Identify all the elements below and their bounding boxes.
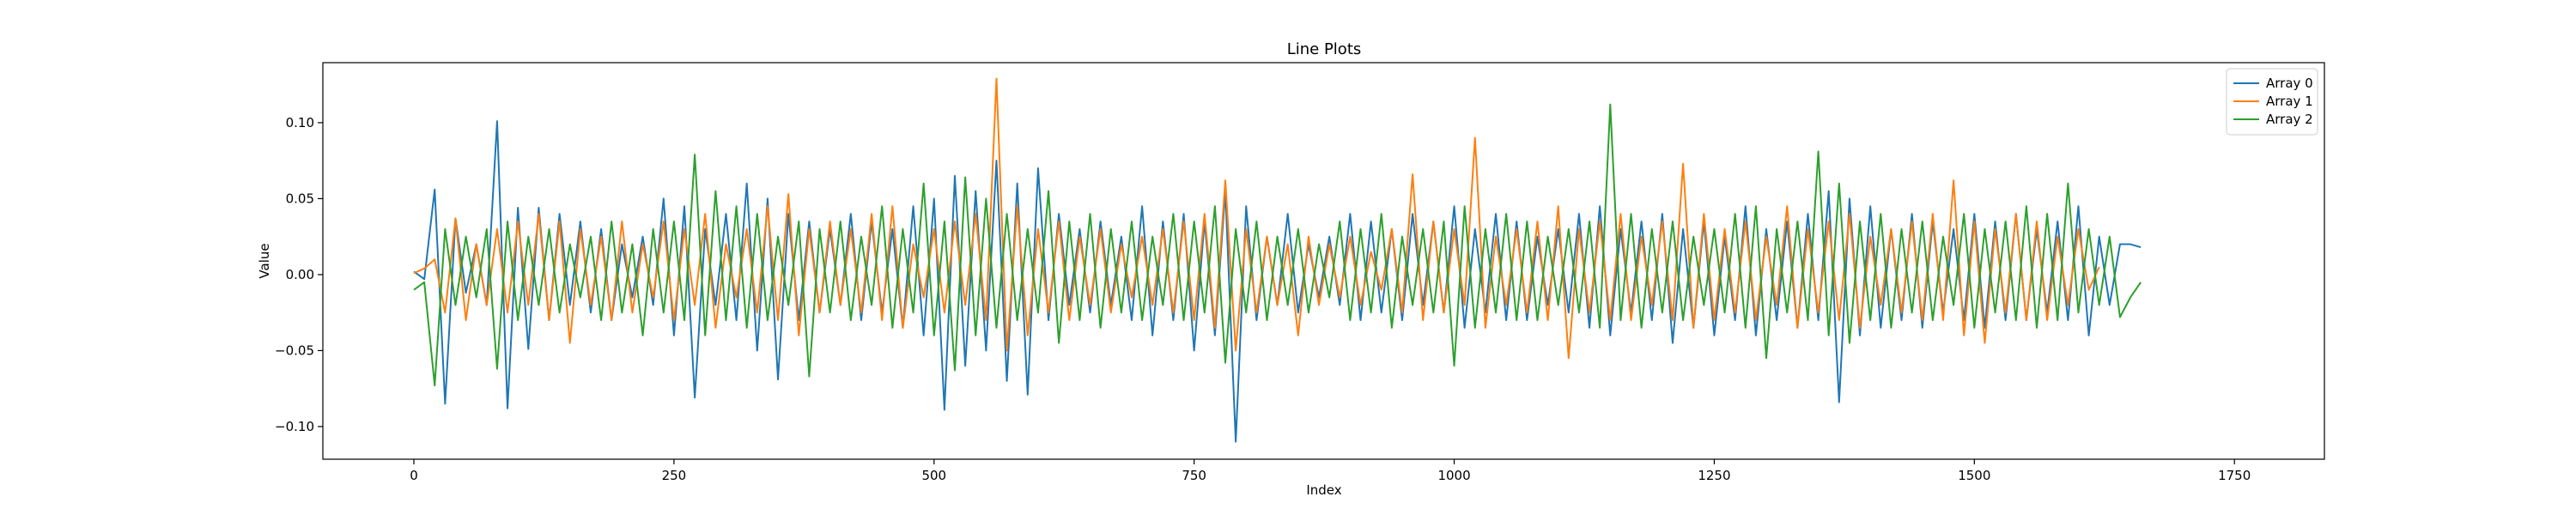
legend-label: Array 2: [2266, 112, 2313, 127]
x-tick-label: 1250: [1698, 468, 1730, 483]
y-axis: −0.10 −0.05 0.00 0.05 0.10: [275, 115, 323, 434]
y-tick-label: 0.10: [286, 115, 314, 130]
x-tick-label: 250: [662, 468, 687, 483]
x-tick-label: 500: [921, 468, 946, 483]
legend-box: [2226, 68, 2318, 136]
legend: Array 0 Array 1 Array 2: [2226, 68, 2318, 136]
x-axis-title: Index: [1306, 482, 1341, 498]
y-tick-label: 0.00: [286, 267, 314, 282]
legend-label: Array 0: [2266, 76, 2313, 91]
y-tick-label: 0.05: [286, 191, 314, 206]
series-line-array-2: [413, 103, 2142, 387]
series-line-array-1: [413, 77, 2100, 360]
plot-frame: [322, 62, 2325, 460]
y-axis-title: Value: [257, 243, 272, 278]
x-tick-label: 0: [410, 468, 418, 483]
chart-title: Line Plots: [1287, 40, 1362, 58]
y-tick-label: −0.05: [275, 342, 314, 358]
y-tick-label: −0.10: [275, 419, 314, 434]
x-tick-label: 1000: [1437, 468, 1470, 483]
x-axis: 0 250 500 750 1000 1250 1500 1750: [410, 459, 2251, 483]
x-tick-label: 1750: [2218, 468, 2251, 483]
plot-area: [413, 77, 2142, 443]
series-line-array-0: [413, 120, 2142, 443]
x-tick-label: 750: [1182, 468, 1206, 483]
x-tick-label: 1500: [1958, 468, 1990, 483]
legend-label: Array 1: [2266, 94, 2313, 109]
